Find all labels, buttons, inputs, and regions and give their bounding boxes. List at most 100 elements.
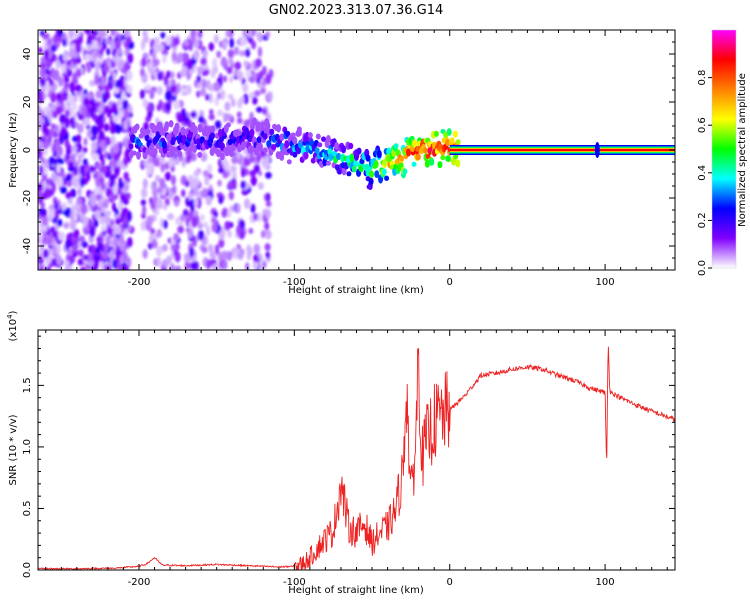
spectrogram-cell: [94, 246, 101, 254]
spectrogram-cell: [230, 165, 237, 173]
spectrogram-cell: [76, 133, 82, 144]
spectrogram-cell: [202, 49, 209, 57]
spectrogram-cell: [144, 159, 149, 169]
spectrogram-cell: [94, 74, 99, 86]
spectrogram-cell: [47, 248, 53, 255]
spectrogram-cell: [125, 85, 133, 94]
spectrogram-cell: [228, 57, 234, 66]
spectrogram-cell: [265, 171, 272, 179]
colorbar-label: Normalized spectral amplitude: [737, 73, 748, 227]
spectrogram-cell: [174, 122, 180, 130]
spectrogram-cell: [123, 30, 131, 38]
spectrogram-cell: [146, 164, 151, 176]
spectrogram-cell: [120, 79, 125, 90]
snr-y-tick-label: 0.0: [22, 562, 33, 578]
spectrogram-cell: [77, 258, 84, 266]
spectrogram-cell: [142, 248, 148, 259]
spectrogram-cell: [433, 130, 439, 137]
spectrogram-cell: [172, 36, 180, 46]
spectrogram-cell: [74, 161, 79, 168]
spectrogram-cell: [127, 105, 133, 113]
spectrogram-cell: [163, 219, 168, 229]
spectrogram-cell: [38, 183, 44, 192]
spectrogram-cell: [187, 84, 192, 95]
spectrogram-cell: [69, 211, 75, 221]
spectrogram-cell: [232, 179, 237, 190]
spectrogram-cell: [146, 215, 154, 226]
spectrogram-cell: [68, 48, 76, 59]
spectrogram-cell: [200, 57, 207, 66]
spectrogram-cell: [249, 169, 257, 177]
colorbar-frame: [711, 29, 737, 269]
spectrogram-cell: [236, 224, 242, 236]
spectrogram-cell: [101, 195, 106, 203]
spectrogram-cell: [174, 199, 180, 207]
spectrogram-y-tick-label: -40: [22, 238, 33, 254]
spectrogram-cell: [73, 228, 80, 239]
spectrogram-cell: [58, 76, 64, 87]
spectrogram-cell: [51, 69, 57, 80]
spectrogram-cell: [43, 49, 50, 60]
spectrogram-cell: [208, 93, 214, 104]
spectrogram-cell: [209, 109, 214, 116]
spectrogram-cell: [321, 136, 327, 142]
spectrogram-cell: [120, 191, 125, 203]
spectrogram-cell: [257, 46, 263, 58]
snr-y-tick-label: 1.5: [22, 377, 33, 393]
spectrogram-cell: [167, 190, 174, 200]
spectrogram-cell: [279, 153, 285, 161]
spectrogram-cell: [82, 146, 88, 154]
spectrogram-cell: [115, 225, 122, 235]
spectrogram-cell: [44, 82, 51, 92]
spectrogram-cell: [144, 84, 152, 91]
spectrogram-cell: [56, 244, 61, 255]
spectrogram-cell: [208, 42, 215, 52]
spectrogram-cell: [91, 140, 98, 152]
spectrogram-cell: [114, 39, 122, 50]
spectrogram-cell: [81, 241, 89, 248]
spectrogram-cell: [167, 213, 174, 221]
spectrogram-cell: [61, 63, 67, 74]
spectrogram-x-axis-label: Height of straight line (km): [288, 285, 424, 296]
spectrogram-cell: [346, 171, 352, 177]
spectrogram-cell: [402, 168, 408, 175]
spectrogram-cell: [75, 142, 83, 153]
spectrogram-cell: [205, 195, 212, 206]
spectrogram-y-ticks: -40 -20 0 20 40: [22, 29, 675, 271]
spectrogram-cell: [170, 85, 177, 94]
spectrogram-cell: [201, 246, 208, 254]
spectrogram-cell: [58, 177, 64, 187]
spectrogram-cell: [92, 39, 99, 50]
spectrogram-cell: [240, 180, 247, 190]
spectrogram-cell: [188, 41, 194, 52]
spectrogram-cell: [109, 39, 116, 51]
spectrogram-cell: [336, 152, 342, 160]
spectrogram-cell: [56, 149, 61, 159]
spectrogram-cell: [348, 142, 354, 150]
spectrogram-cell: [53, 201, 59, 211]
spectrogram-cell: [286, 159, 292, 165]
spectrogram-cell: [265, 200, 272, 208]
spectrogram-cell: [128, 143, 134, 150]
spectrogram-cell: [87, 252, 93, 263]
spectrogram-cell: [239, 50, 246, 57]
spectrogram-cell: [253, 90, 261, 97]
spectrogram-cell: [204, 174, 210, 186]
spectrogram-cell: [39, 165, 44, 176]
spectrogram-cell: [203, 69, 210, 76]
spectrogram-cell: [156, 103, 162, 112]
spectrogram-cell: [226, 250, 233, 262]
spectrogram-cell: [65, 175, 71, 182]
spectrogram-cell: [126, 237, 133, 248]
spectrogram-cell: [110, 134, 116, 146]
spectrogram-cell: [116, 47, 122, 56]
colorbar-tick-label: 0.0: [697, 260, 708, 276]
spectrogram-cell: [112, 185, 118, 195]
spectrogram-cell: [415, 153, 421, 161]
spectrogram-cell: [250, 203, 256, 214]
spectrogram-cell: [99, 30, 106, 39]
spectrogram-cell: [68, 254, 75, 263]
spectrogram-cell: [45, 59, 53, 67]
spectrogram-cell: [162, 203, 168, 211]
spectrogram-cell: [110, 30, 116, 37]
